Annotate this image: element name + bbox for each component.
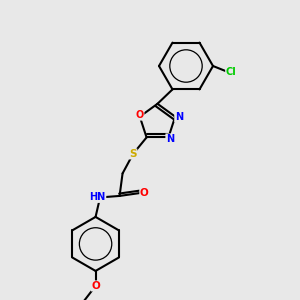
Text: O: O [140,188,148,198]
Text: HN: HN [89,192,106,203]
Text: S: S [129,149,137,159]
Text: Cl: Cl [226,67,236,77]
Text: O: O [91,281,100,291]
Text: N: N [175,112,183,122]
Text: N: N [166,134,174,144]
Text: O: O [136,110,144,120]
